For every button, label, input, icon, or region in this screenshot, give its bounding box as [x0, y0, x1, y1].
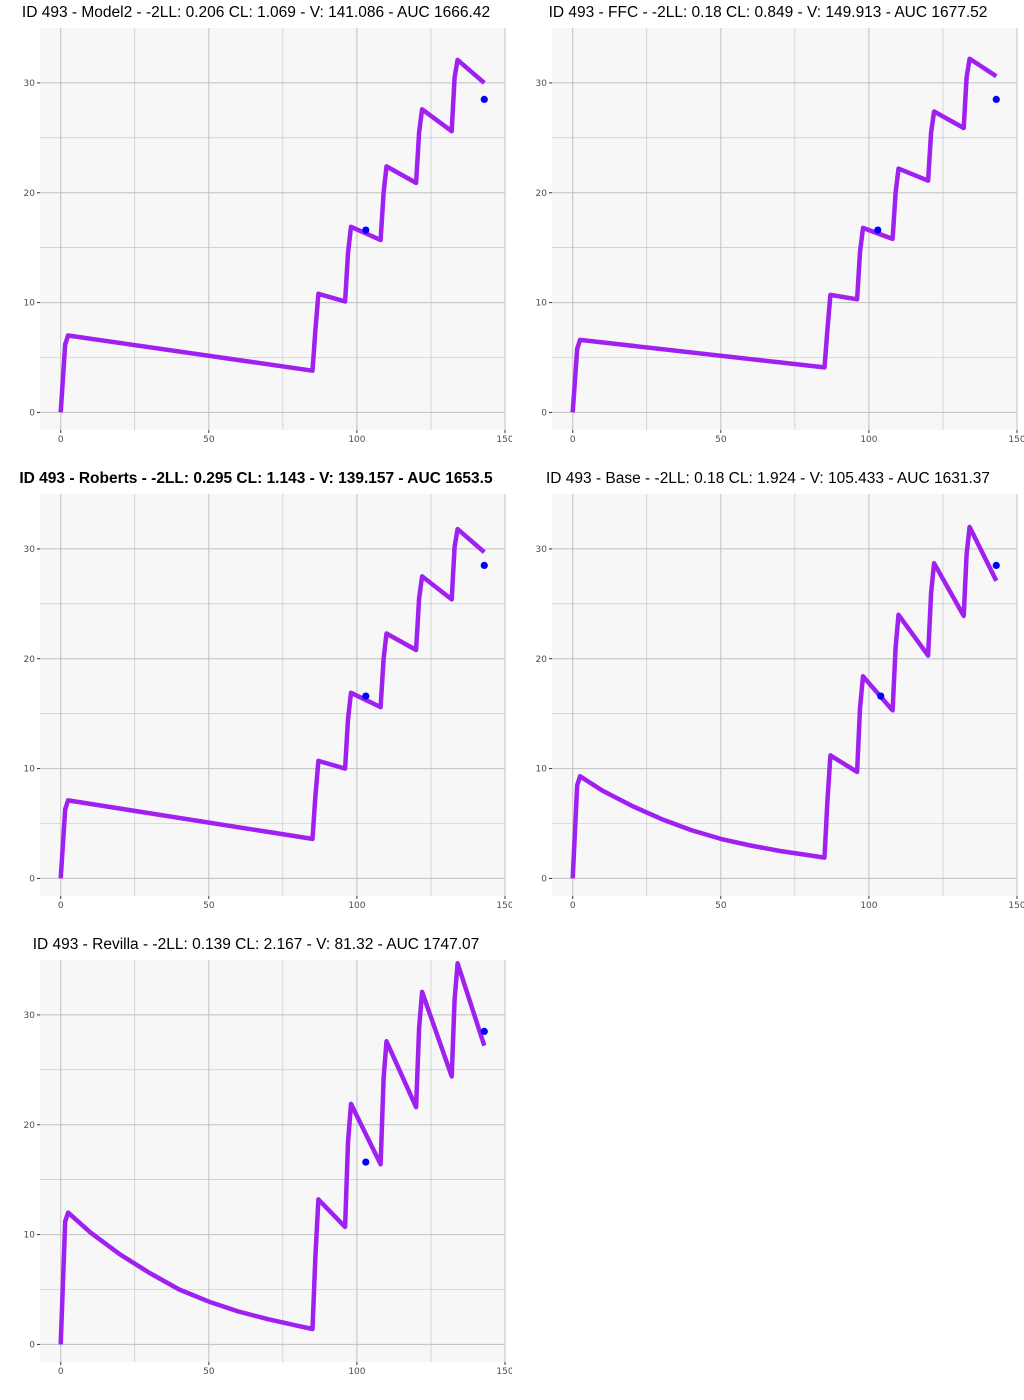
y-tick-label: 10 — [24, 1231, 36, 1241]
x-tick-label: 100 — [348, 901, 365, 911]
x-tick-label: 0 — [58, 901, 64, 911]
chart-panel-base: ID 493 - Base - -2LL: 0.18 CL: 1.924 - V… — [512, 466, 1024, 932]
observed-point — [480, 561, 488, 569]
y-tick-label: 10 — [536, 765, 548, 775]
chart-panel-model2: ID 493 - Model2 - -2LL: 0.206 CL: 1.069 … — [0, 0, 512, 466]
x-tick-label: 50 — [203, 435, 215, 445]
chart-plot-revilla: 0 50 100 150 0 10 20 30 — [24, 960, 512, 1377]
x-tick-label: 50 — [203, 901, 215, 911]
x-tick-label: 100 — [860, 435, 877, 445]
observed-point — [480, 1027, 488, 1035]
y-tick-label: 30 — [536, 79, 548, 89]
chart-panel-revilla: ID 493 - Revilla - -2LL: 0.139 CL: 2.167… — [0, 932, 512, 1398]
y-tick-label: 0 — [29, 1340, 35, 1350]
y-tick-label: 20 — [24, 189, 36, 199]
x-tick-label: 150 — [496, 901, 512, 911]
x-tick-label: 150 — [496, 435, 512, 445]
y-tick-label: 30 — [536, 545, 548, 555]
chart-title: ID 493 - FFC - -2LL: 0.18 CL: 0.849 - V:… — [548, 4, 988, 21]
y-tick-label: 30 — [24, 1011, 36, 1021]
chart-plot-roberts: 0 50 100 150 0 10 20 30 — [24, 494, 512, 911]
observed-point — [362, 226, 370, 234]
plot-background — [40, 28, 505, 430]
prediction-line — [58, 57, 486, 413]
plot-background — [40, 960, 505, 1362]
y-tick-label: 20 — [24, 1121, 36, 1131]
observed-point — [362, 1158, 370, 1166]
y-tick-label: 10 — [24, 765, 36, 775]
y-tick-label: 0 — [541, 408, 547, 418]
prediction-line — [58, 526, 486, 879]
observed-point — [362, 692, 370, 700]
x-tick-label: 0 — [58, 435, 64, 445]
chart-title: ID 493 - Roberts - -2LL: 0.295 CL: 1.143… — [19, 470, 493, 487]
observed-point — [877, 692, 885, 700]
y-tick-label: 10 — [24, 299, 36, 309]
x-tick-label: 150 — [496, 1367, 512, 1377]
chart-title: ID 493 - Model2 - -2LL: 0.206 CL: 1.069 … — [21, 4, 491, 21]
chart-panel-ffc: ID 493 - FFC - -2LL: 0.18 CL: 0.849 - V:… — [512, 0, 1024, 466]
y-tick-label: 20 — [536, 189, 548, 199]
chart-title: ID 493 - Base - -2LL: 0.18 CL: 1.924 - V… — [545, 470, 991, 487]
x-tick-label: 0 — [570, 435, 576, 445]
chart-panel-roberts: ID 493 - Roberts - -2LL: 0.295 CL: 1.143… — [0, 466, 512, 932]
x-tick-label: 50 — [715, 435, 727, 445]
y-tick-label: 20 — [536, 655, 548, 665]
prediction-line — [570, 524, 999, 879]
x-tick-label: 50 — [203, 1367, 215, 1377]
chart-plot-ffc: 0 50 100 150 0 10 20 30 — [536, 28, 1024, 445]
x-tick-label: 150 — [1008, 901, 1024, 911]
x-tick-label: 50 — [715, 901, 727, 911]
prediction-line — [570, 56, 998, 413]
x-tick-label: 150 — [1008, 435, 1024, 445]
y-tick-label: 20 — [24, 655, 36, 665]
x-tick-label: 0 — [570, 901, 576, 911]
y-tick-label: 30 — [24, 545, 36, 555]
x-tick-label: 100 — [348, 435, 365, 445]
plot-background — [552, 28, 1017, 430]
y-tick-label: 30 — [24, 79, 36, 89]
y-tick-label: 0 — [29, 874, 35, 884]
chart-title: ID 493 - Revilla - -2LL: 0.139 CL: 2.167… — [32, 936, 480, 953]
observed-point — [992, 95, 1000, 103]
chart-plot-base: 0 50 100 150 0 10 20 30 — [536, 494, 1024, 911]
observed-point — [874, 226, 882, 234]
x-tick-label: 0 — [58, 1367, 64, 1377]
observed-point — [992, 561, 1000, 569]
y-tick-label: 0 — [29, 408, 35, 418]
chart-plot-model2: 0 50 100 150 0 10 20 30 — [24, 28, 512, 445]
y-tick-label: 0 — [541, 874, 547, 884]
x-tick-label: 100 — [348, 1367, 365, 1377]
plot-background — [552, 494, 1017, 896]
observed-point — [480, 95, 488, 103]
plot-background — [40, 494, 505, 896]
prediction-line — [58, 961, 487, 1345]
y-tick-label: 10 — [536, 299, 548, 309]
x-tick-label: 100 — [860, 901, 877, 911]
